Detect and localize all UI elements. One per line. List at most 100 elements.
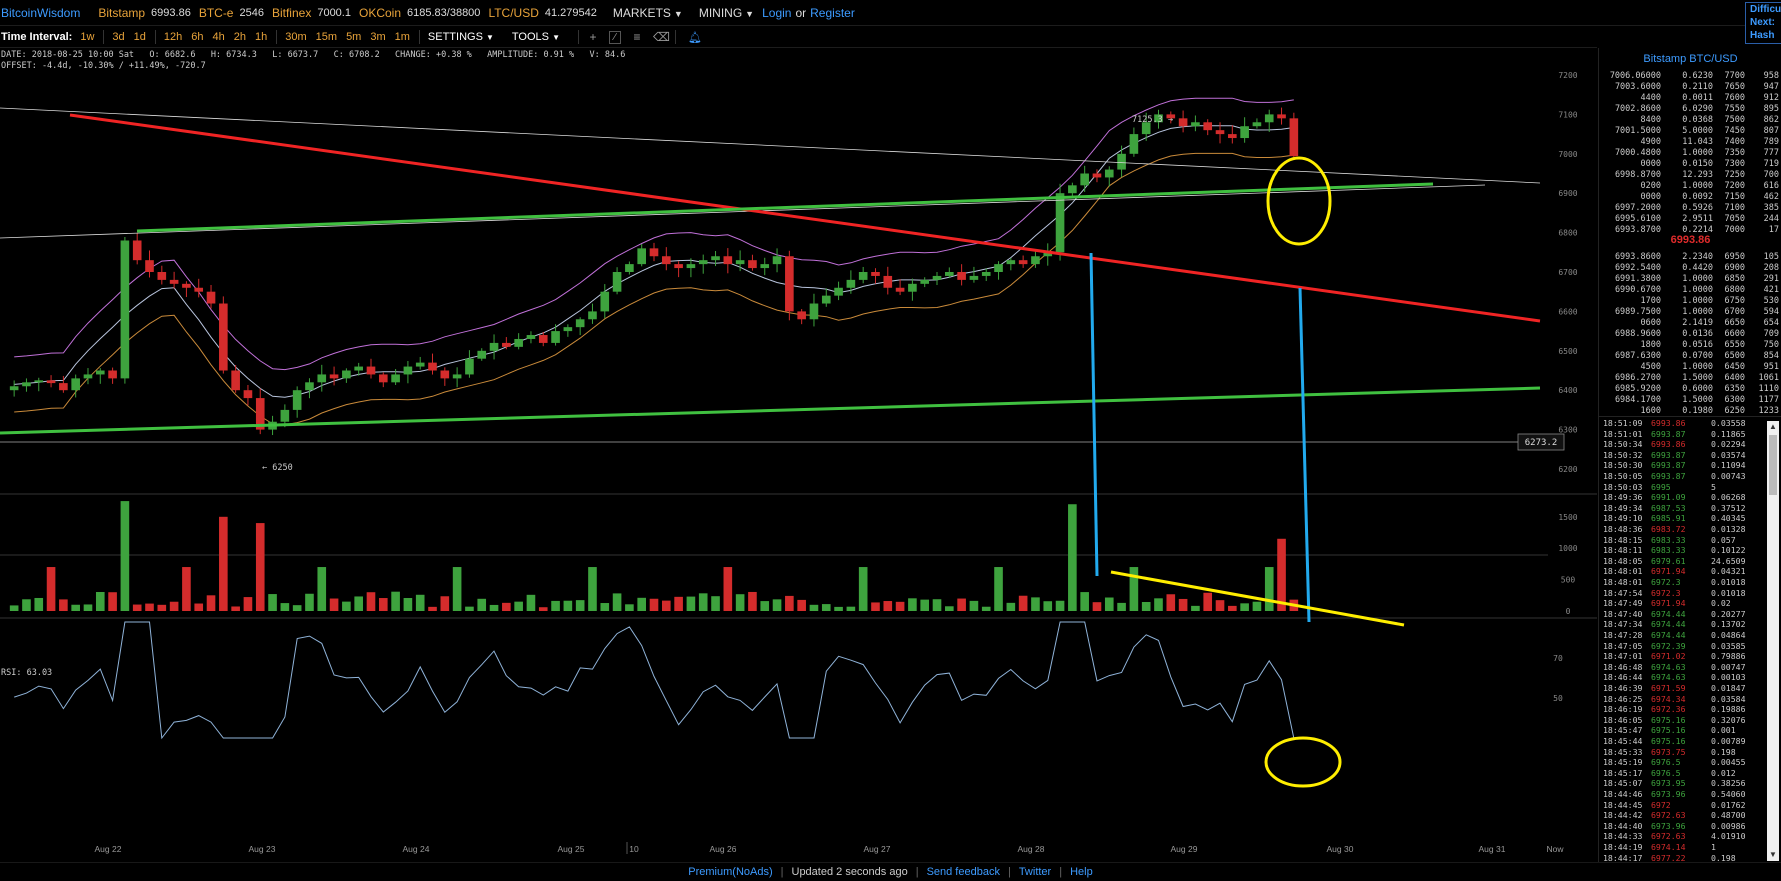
interval-4h[interactable]: 4h bbox=[212, 31, 225, 43]
ask-amount: 12.293 bbox=[1682, 170, 1713, 180]
login-link[interactable]: Login bbox=[762, 5, 792, 20]
interval-2h[interactable]: 2h bbox=[233, 31, 246, 43]
volume-bar bbox=[1178, 598, 1188, 611]
interval-3m[interactable]: 3m bbox=[370, 31, 386, 43]
market-okcoin-price: 6185.83/38800 bbox=[407, 6, 481, 19]
trade-time: 18:45:07 bbox=[1603, 778, 1643, 789]
interval-15m[interactable]: 15m bbox=[315, 31, 338, 43]
candle-body bbox=[981, 272, 991, 276]
divider: | bbox=[1007, 866, 1011, 878]
volume-bar bbox=[305, 593, 314, 611]
rsi-tick-label: 50 bbox=[1553, 694, 1563, 703]
depth-price: 6250 bbox=[1724, 406, 1745, 416]
interval-6h[interactable]: 6h bbox=[191, 31, 204, 43]
trade-row: 18:44:33 6972.63 4.01910 bbox=[1599, 831, 1764, 842]
interval-30m[interactable]: 30m bbox=[285, 31, 307, 43]
candle-body bbox=[83, 374, 93, 379]
trade-row: 18:48:01 6972.3 0.01018 bbox=[1599, 577, 1764, 588]
ask-amount: 1.0000 bbox=[1682, 181, 1713, 191]
trade-amount: 0.00743 bbox=[1711, 471, 1746, 481]
market-okcoin[interactable]: OKCoin bbox=[358, 5, 402, 20]
scroll-up-icon[interactable]: ▲ bbox=[1769, 422, 1777, 431]
volume-bar bbox=[981, 606, 991, 611]
candle-body bbox=[735, 260, 745, 265]
rsi-path bbox=[14, 621, 1295, 740]
x-axis-label: Aug 23 bbox=[249, 844, 276, 854]
market-ltcusd[interactable]: LTC/USD bbox=[488, 5, 539, 20]
interval-5m[interactable]: 5m bbox=[346, 31, 362, 43]
interval-1h[interactable]: 1h bbox=[255, 31, 268, 43]
bid-amount: 0.6000 bbox=[1682, 384, 1713, 394]
trade-time: 18:44:46 bbox=[1603, 789, 1643, 799]
volume-bar bbox=[1252, 601, 1262, 611]
volume-bar bbox=[858, 567, 868, 611]
depth-sum: 700 bbox=[1763, 170, 1779, 180]
x-axis-label: Aug 26 bbox=[710, 844, 737, 854]
scroll-thumb[interactable] bbox=[1769, 435, 1777, 495]
interval-1w[interactable]: 1w bbox=[80, 31, 95, 43]
trade-price: 6974.63 bbox=[1651, 672, 1686, 683]
trade-time: 18:47:34 bbox=[1603, 619, 1643, 630]
premium-link[interactable]: Premium(NoAds) bbox=[688, 866, 773, 878]
market-bitfinex[interactable]: Bitfinex bbox=[271, 5, 312, 20]
trade-time: 18:50:30 bbox=[1603, 460, 1643, 471]
crosshair-icon[interactable]: + bbox=[589, 30, 597, 44]
candle-body bbox=[551, 331, 560, 343]
trade-row: 18:45:17 6976.5 0.012 bbox=[1599, 768, 1764, 779]
trade-price: 6973.95 bbox=[1651, 778, 1686, 789]
tools-dropdown[interactable]: TOOLS ▼ bbox=[512, 31, 560, 43]
depth-sum: 1177 bbox=[1758, 395, 1779, 405]
trades-scrollbar[interactable]: ▲ ▼ bbox=[1767, 421, 1779, 861]
interval-3d[interactable]: 3d bbox=[112, 31, 125, 43]
trade-price: 6993.86 bbox=[1651, 418, 1686, 428]
interval-12h[interactable]: 12h bbox=[163, 31, 183, 43]
trade-amount: 0.20277 bbox=[1711, 608, 1746, 619]
interval-1m[interactable]: 1m bbox=[394, 31, 410, 43]
trade-price: 6977.22 bbox=[1651, 852, 1686, 863]
red-trendline bbox=[69, 113, 1541, 323]
volume-bar bbox=[366, 592, 376, 611]
thin-trendline-1 bbox=[0, 107, 1541, 184]
volume-tick-label: 500 bbox=[1561, 576, 1576, 585]
feedback-link[interactable]: Send feedback bbox=[926, 866, 1000, 878]
brand-logo[interactable]: BitcoinWisdom bbox=[1, 5, 81, 20]
divider bbox=[577, 30, 579, 44]
candle-body bbox=[255, 398, 265, 430]
mining-menu[interactable]: MINING ▼ bbox=[699, 6, 754, 20]
depth-price: 6650 bbox=[1724, 318, 1745, 328]
draw-line-icon[interactable]: ∕ bbox=[608, 30, 621, 44]
help-link[interactable]: Help bbox=[1070, 866, 1093, 878]
market-bitstamp[interactable]: Bitstamp bbox=[98, 5, 146, 20]
depth-sum: 750 bbox=[1763, 340, 1779, 350]
interval-1d[interactable]: 1d bbox=[133, 31, 146, 43]
depth-sum: 951 bbox=[1763, 362, 1779, 372]
market-btce[interactable]: BTC-e bbox=[198, 5, 234, 20]
ask-row: 4400 0.0011 7600 912 bbox=[1599, 93, 1781, 105]
volume-bar bbox=[194, 603, 204, 611]
horizontal-lines-icon[interactable]: ≡ bbox=[633, 30, 641, 44]
trade-row: 18:47:01 6971.02 0.79886 bbox=[1599, 651, 1764, 662]
twitter-link[interactable]: Twitter bbox=[1018, 866, 1052, 878]
settings-dropdown[interactable]: SETTINGS ▼ bbox=[428, 31, 494, 43]
trade-amount: 0.01018 bbox=[1711, 577, 1746, 587]
bell-icon[interactable]: 🔔︎ bbox=[687, 31, 702, 44]
price-chart[interactable]: 6200 6300 6400 6500 6600 6700 6800 6900 7000 7100… bbox=[0, 48, 1597, 862]
markets-menu[interactable]: MARKETS ▼ bbox=[613, 6, 683, 20]
price-tick-label: 7100 bbox=[1558, 110, 1577, 119]
trade-amount: 0.198 bbox=[1711, 852, 1736, 863]
volume-bar bbox=[22, 599, 31, 611]
eraser-icon[interactable]: ⌫ bbox=[652, 30, 670, 44]
volume-bar bbox=[821, 604, 831, 611]
candle-body bbox=[920, 279, 930, 284]
register-link[interactable]: Register bbox=[810, 5, 855, 20]
blue-vertical-line-1 bbox=[1089, 252, 1099, 577]
trade-amount: 0.03558 bbox=[1711, 418, 1746, 428]
candle-body bbox=[46, 380, 56, 384]
yellow-circle-rsi bbox=[1264, 736, 1342, 788]
bid-row: 6990.6700 1.0000 6800 421 bbox=[1599, 285, 1781, 297]
trades-list: 18:51:09 6993.86 0.03558 18:51:01 6993.87 0.1… bbox=[1599, 416, 1781, 863]
bid-price: 6991.3800 bbox=[1614, 274, 1661, 284]
difficulty-panel[interactable]: Difficu Next: Hash R bbox=[1745, 2, 1781, 44]
candle-body bbox=[465, 358, 474, 375]
scroll-down-icon[interactable]: ▼ bbox=[1769, 850, 1777, 859]
